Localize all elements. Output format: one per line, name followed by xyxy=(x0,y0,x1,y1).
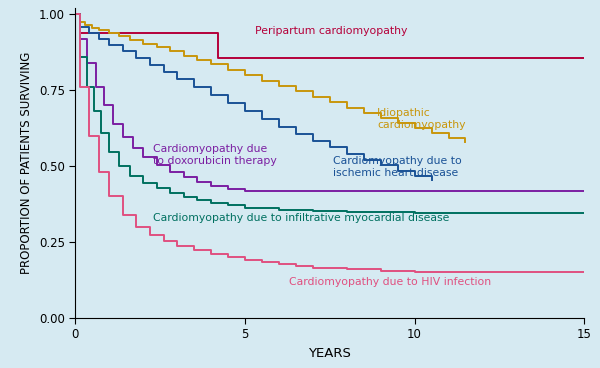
Text: Cardiomyopathy due to
ischemic heart disease: Cardiomyopathy due to ischemic heart dis… xyxy=(333,156,462,178)
Text: Cardiomyopathy due to infiltrative myocardial disease: Cardiomyopathy due to infiltrative myoca… xyxy=(154,213,450,223)
Text: Cardiomyopathy due
to doxorubicin therapy: Cardiomyopathy due to doxorubicin therap… xyxy=(154,144,277,166)
Text: Cardiomyopathy due to HIV infection: Cardiomyopathy due to HIV infection xyxy=(289,277,491,287)
X-axis label: YEARS: YEARS xyxy=(308,347,351,360)
Text: Idiopathic
cardiomyopathy: Idiopathic cardiomyopathy xyxy=(377,108,466,130)
Y-axis label: PROPORTION OF PATIENTS SURVIVING: PROPORTION OF PATIENTS SURVIVING xyxy=(20,52,34,274)
Text: Peripartum cardiomyopathy: Peripartum cardiomyopathy xyxy=(255,26,407,36)
